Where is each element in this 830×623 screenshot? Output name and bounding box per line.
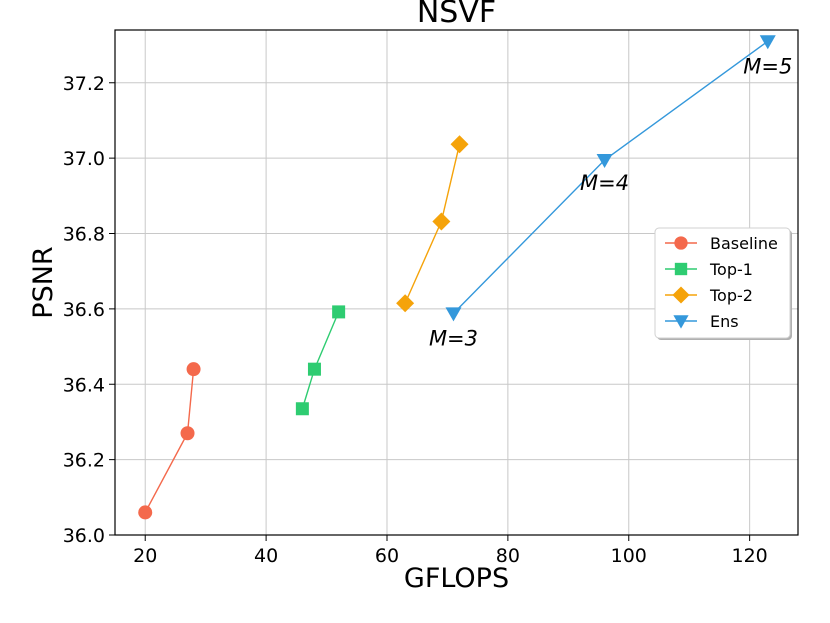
- y-axis-label: PSNR: [28, 246, 59, 318]
- legend-marker: [673, 315, 689, 329]
- ticks: 20 40 60 80 100 120 36.0 36.2 36.4 36.6 36.8 37.0 37…: [63, 73, 768, 567]
- series-line: [404, 144, 461, 304]
- x-tick-label: 60: [375, 545, 399, 567]
- y-tick-label: 36.8: [63, 224, 105, 246]
- x-tick-label: 40: [254, 545, 278, 567]
- x-tick-label: 20: [133, 545, 157, 567]
- x-tick-label: 100: [611, 545, 647, 567]
- series-top-2: [396, 135, 469, 313]
- series-ens: [445, 35, 776, 322]
- series-top-1: [295, 305, 346, 416]
- annotation-label: M=5: [743, 54, 792, 78]
- legend-item: Top-1: [665, 260, 753, 279]
- data-point: [180, 426, 195, 441]
- data-point: [759, 35, 776, 50]
- x-tick-label: 120: [732, 545, 768, 567]
- legend-marker: [674, 236, 688, 250]
- data-point: [445, 307, 462, 322]
- data-point: [295, 402, 309, 416]
- y-tick-label: 36.4: [63, 374, 105, 396]
- data-point: [186, 362, 201, 377]
- legend-item: Ens: [665, 312, 739, 331]
- legend: Baseline Top-1 Top-2 Ens: [654, 227, 792, 340]
- legend-item: Top-2: [665, 286, 753, 305]
- legend-label: Ens: [710, 312, 739, 331]
- data-point: [307, 362, 321, 376]
- data-point: [138, 505, 153, 520]
- annotation-label: M=4: [580, 171, 629, 195]
- annotation-label: M=3: [429, 326, 478, 350]
- data-point: [596, 154, 613, 169]
- y-tick-label: 37.0: [63, 148, 105, 170]
- annotation-layer: M=3 M=4 M=5: [429, 54, 792, 350]
- x-tick-label: 80: [496, 545, 520, 567]
- y-tick-label: 36.0: [63, 525, 105, 547]
- series-baseline: [138, 362, 201, 520]
- series-layer: [138, 35, 776, 520]
- x-axis-label: GFLOPS: [404, 563, 509, 594]
- legend-marker: [674, 262, 688, 276]
- plot-frame: [114, 29, 799, 536]
- data-point: [432, 212, 451, 231]
- chart-title: NSVF: [417, 0, 496, 30]
- y-tick-label: 36.6: [63, 299, 105, 321]
- data-point: [396, 294, 415, 313]
- legend-item: Baseline: [665, 234, 778, 253]
- y-tick-label: 37.2: [63, 73, 105, 95]
- legend-label: Top-2: [709, 286, 753, 305]
- legend-label: Top-1: [709, 260, 753, 279]
- series-line: [144, 369, 195, 513]
- data-point: [450, 135, 469, 154]
- legend-box: [654, 227, 791, 339]
- y-tick-label: 36.2: [63, 450, 105, 472]
- legend-label: Baseline: [710, 234, 778, 253]
- series-line: [301, 311, 340, 409]
- legend-marker: [672, 286, 690, 304]
- data-point: [332, 305, 346, 319]
